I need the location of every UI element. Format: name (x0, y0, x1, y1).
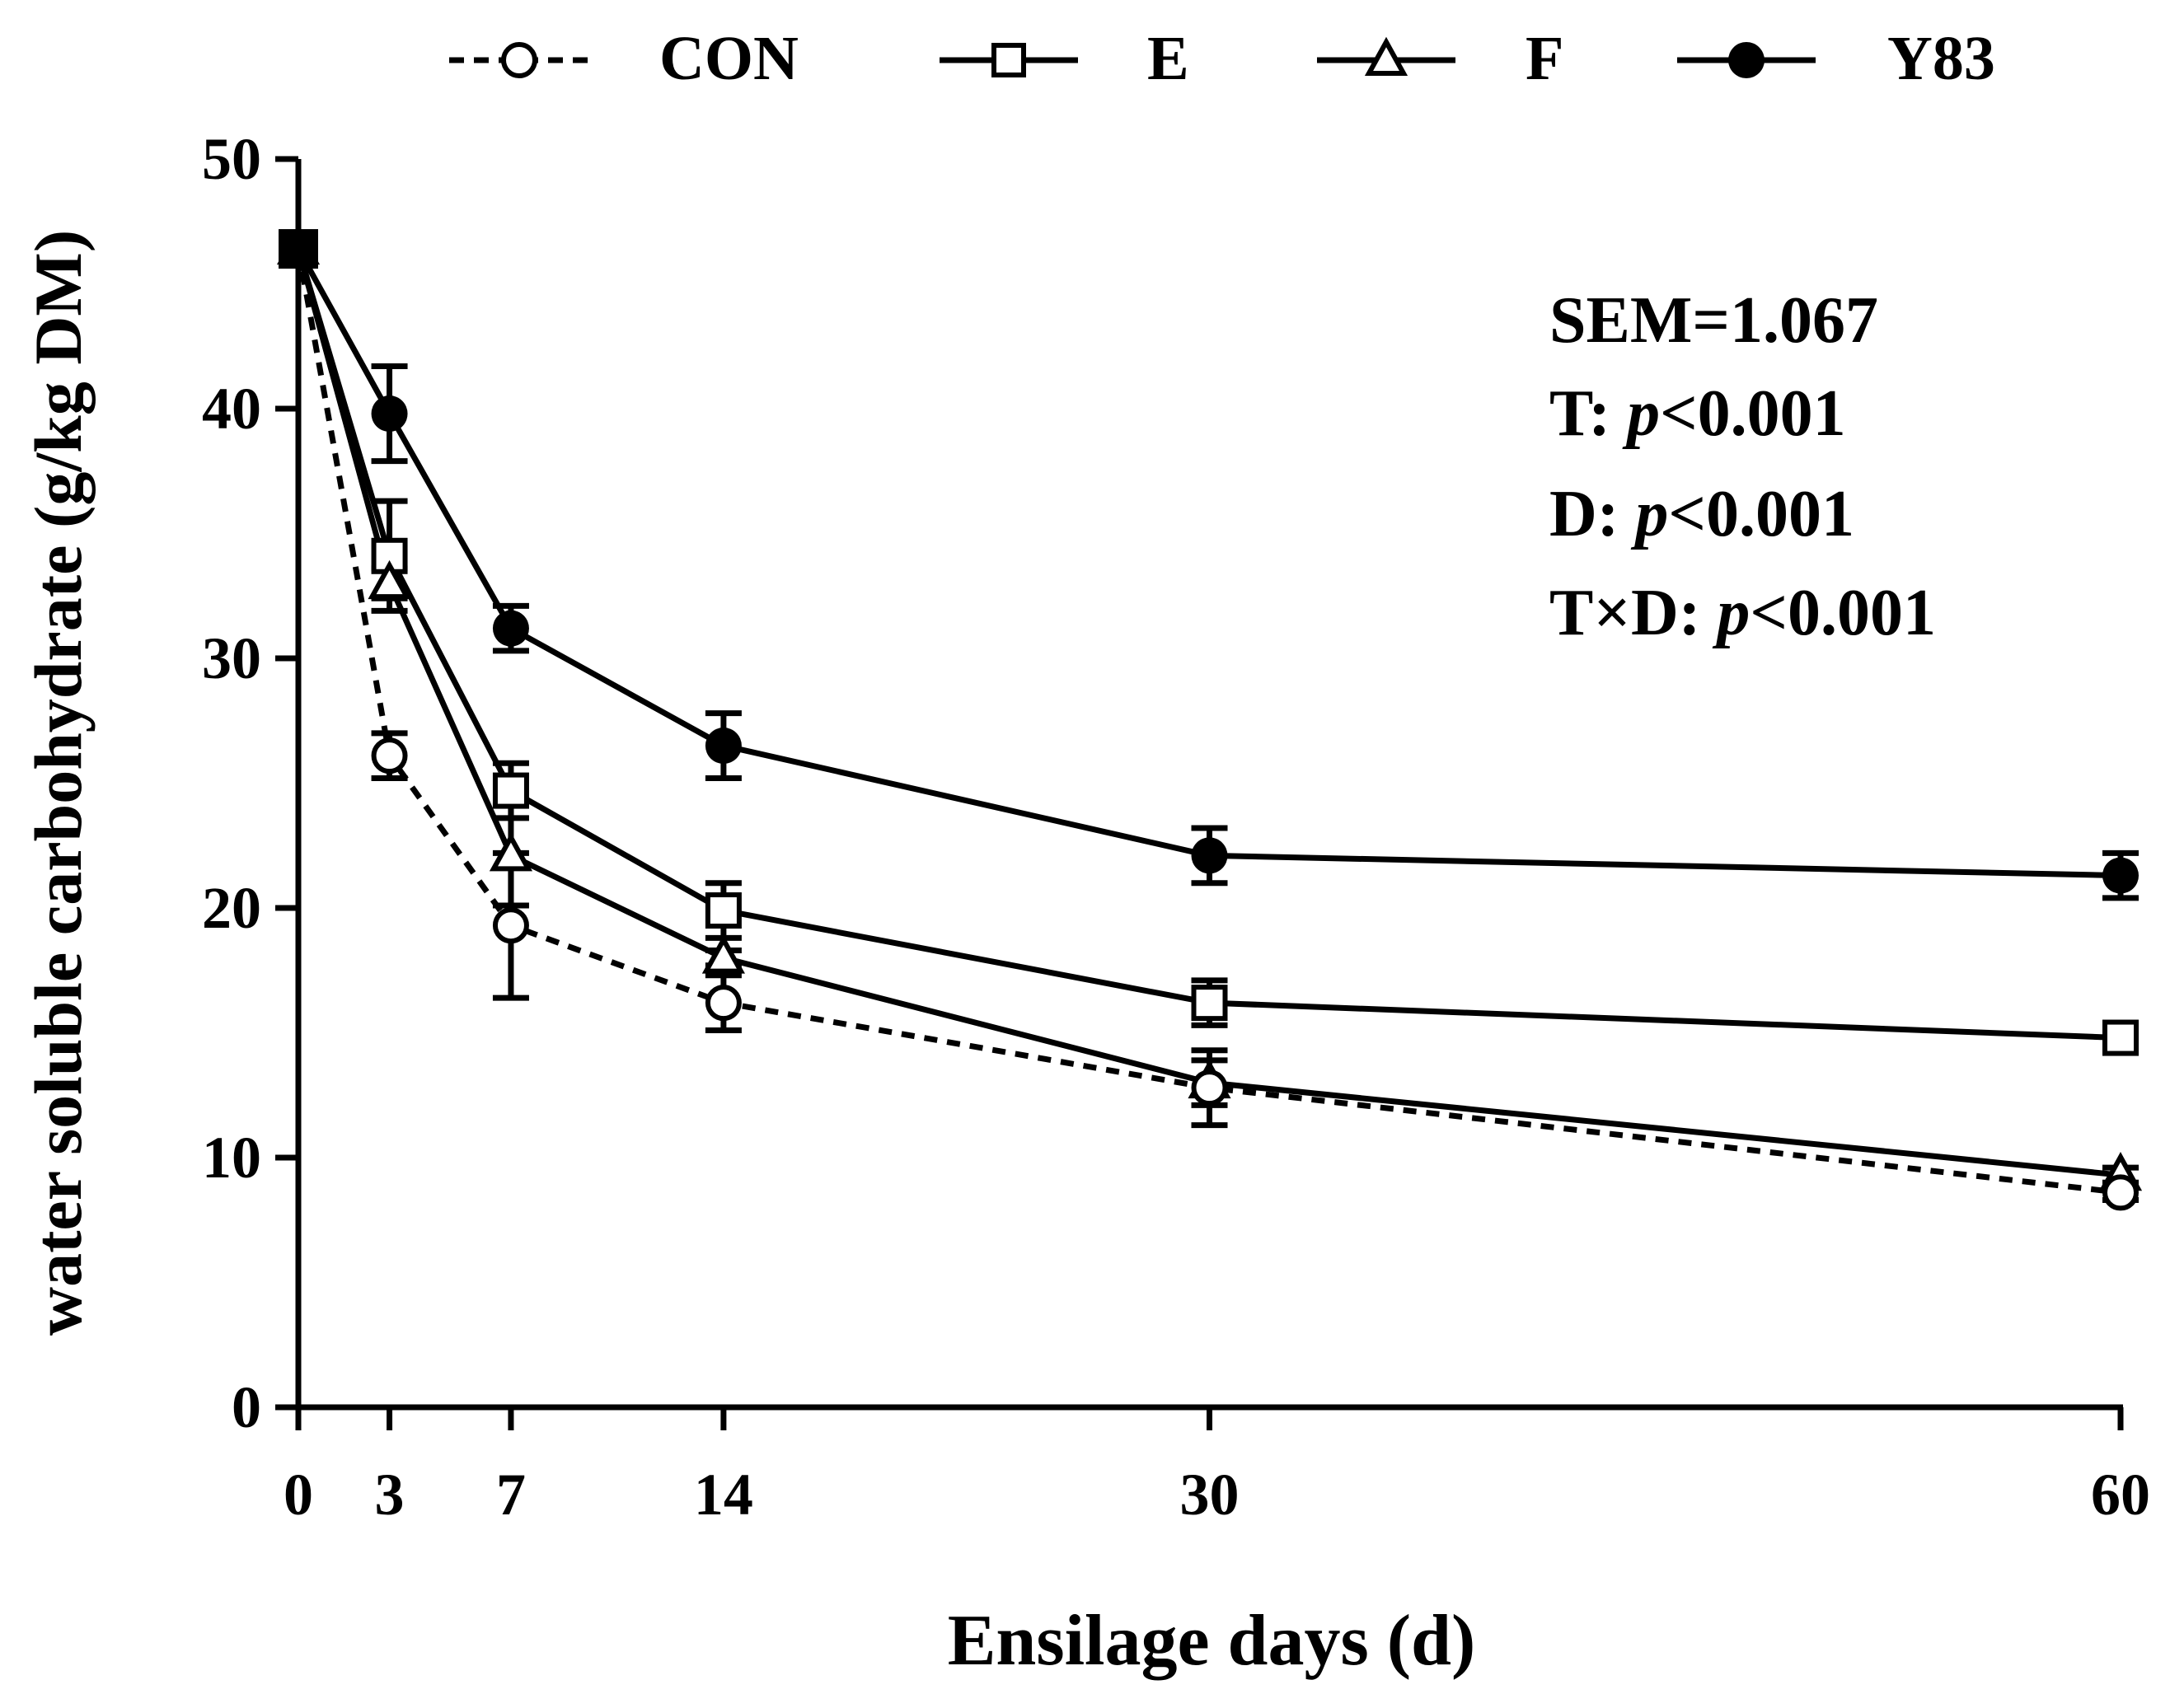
x-tick-label: 7 (496, 1462, 526, 1528)
legend-item-y83: Y83 (1677, 24, 1995, 93)
series-line-f (295, 248, 2121, 1178)
x-tick-label: 14 (694, 1462, 753, 1528)
d-stat-text: D: p<0.001 (1549, 478, 1854, 550)
y-tick-label: 20 (202, 875, 261, 941)
x-axis-label: Ensilage days (d) (948, 1601, 1476, 1681)
data-point-e (2102, 1019, 2139, 1056)
series-layer (276, 225, 2143, 1211)
x-tick-label: 0 (284, 1462, 313, 1528)
d-stat-prefix: D: (1549, 478, 1635, 550)
legend: CON E F Y83 (449, 24, 1995, 93)
data-point-e (1191, 985, 1228, 1022)
data-point-con (492, 907, 529, 944)
d-stat-value: <0.001 (1668, 478, 1854, 550)
series-line-y83 (295, 247, 2121, 879)
data-point-y83 (371, 395, 408, 433)
series-line-con (295, 248, 2121, 1196)
series-line-e (295, 248, 2121, 1041)
td-stat-value: <0.001 (1750, 577, 1936, 649)
data-point-f (368, 559, 411, 600)
sem-text: SEM=1.067 (1549, 284, 1878, 357)
data-point-con (2102, 1174, 2139, 1211)
data-point-con (705, 985, 742, 1022)
y-tick-label: 10 (202, 1125, 261, 1191)
td-stat-p: p (1712, 577, 1750, 649)
td-stat-text: T×D: p<0.001 (1549, 577, 1936, 649)
legend-label-y83: Y83 (1887, 24, 1995, 93)
data-point-f (489, 832, 533, 872)
y-tick-label: 0 (232, 1374, 261, 1440)
t-stat-p: p (1622, 377, 1660, 450)
legend-item-e: E (940, 24, 1189, 93)
legend-item-f: F (1317, 24, 1563, 93)
y-tick-label: 30 (202, 625, 261, 691)
legend-f-marker (1364, 36, 1408, 76)
legend-con-marker (501, 42, 537, 78)
t-stat-prefix: T: (1549, 377, 1627, 450)
data-point-con (1191, 1069, 1228, 1107)
td-stat-prefix: T×D: (1549, 577, 1717, 649)
data-point-y83 (705, 728, 742, 765)
legend-label-con: CON (659, 24, 799, 93)
y-tick-label: 50 (202, 126, 261, 192)
legend-label-f: F (1526, 24, 1563, 93)
x-tick-label: 60 (2091, 1462, 2150, 1528)
x-tick-label: 30 (1180, 1462, 1240, 1528)
t-stat-text: T: p<0.001 (1549, 377, 1846, 450)
data-point-y83 (492, 610, 529, 647)
legend-label-e: E (1147, 24, 1189, 93)
y-ticks: 0 10 20 30 40 50 (202, 126, 298, 1440)
data-point-e (705, 892, 742, 929)
stats-annotation: SEM=1.067 T: p<0.001 D: p<0.001 T×D: p<0… (1549, 284, 1936, 649)
legend-item-con: CON (449, 24, 799, 93)
data-point-y83 (1191, 837, 1228, 874)
t-stat-value: <0.001 (1660, 377, 1846, 450)
x-tick-label: 3 (375, 1462, 405, 1528)
start-point-overlap (279, 229, 318, 269)
data-point-y83 (2102, 857, 2139, 894)
y-tick-label: 40 (202, 376, 261, 442)
legend-y83-marker (1728, 42, 1765, 78)
data-point-f (701, 934, 745, 974)
data-point-e (492, 772, 529, 809)
d-stat-p: p (1630, 478, 1668, 550)
data-point-con (371, 737, 408, 774)
legend-e-marker (991, 43, 1026, 77)
y-axis-label: water soluble carbohydrate (g/kg DM) (21, 230, 96, 1336)
x-ticks: 0 3 7 14 30 60 (284, 1407, 2150, 1528)
